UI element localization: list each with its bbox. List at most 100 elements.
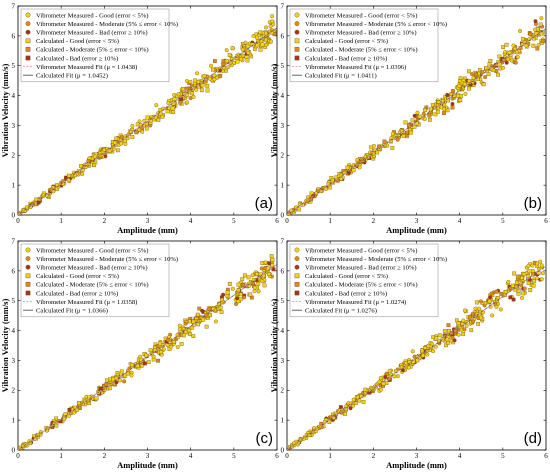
data-point: [267, 261, 272, 266]
chart-panel-a: 0 1 2 3 4 5 6 0 1 2 3 4 5 6 7 Amplitude (mm) Vibration V…: [0, 2, 279, 235]
y-tick-label: 7: [281, 237, 285, 245]
data-point: [218, 305, 223, 310]
data-point: [518, 28, 523, 33]
x-tick-label: 6: [544, 217, 548, 225]
data-point: [435, 109, 440, 114]
legend-marker-circle: [294, 21, 300, 26]
y-tick-label: 1: [281, 417, 285, 425]
legend-label-text: Calculated - Bad (error ≥ 10%): [36, 55, 118, 62]
data-point: [371, 143, 376, 148]
data-point: [235, 59, 240, 64]
data-point: [204, 324, 209, 329]
data-point: [533, 27, 538, 32]
data-point: [297, 207, 301, 212]
data-point: [263, 260, 268, 265]
legend-marker-square: [25, 290, 31, 296]
x-axis-label: Amplitude (mm): [386, 225, 447, 235]
data-point: [469, 328, 474, 333]
legend-marker-square: [294, 290, 300, 296]
data-point: [260, 261, 265, 265]
x-tick-label: 4: [458, 217, 462, 225]
data-point: [201, 317, 206, 322]
data-point: [535, 261, 540, 266]
data-point: [509, 58, 514, 63]
data-point: [489, 291, 494, 296]
data-point: [442, 111, 446, 115]
data-point: [458, 98, 463, 103]
x-tick-label: 3: [146, 217, 150, 225]
data-point: [243, 273, 247, 278]
data-point: [532, 279, 536, 284]
data-point: [501, 65, 505, 70]
data-point: [183, 321, 188, 326]
legend-marker-circle: [294, 29, 300, 35]
data-point: [385, 371, 389, 376]
x-tick-label: 1: [328, 217, 332, 225]
data-point: [129, 373, 134, 378]
measured-fit-line: [287, 28, 546, 215]
data-point: [236, 299, 241, 304]
data-point: [494, 304, 499, 309]
legend-label-text: Vibrometer Measured - Good (error < 5%): [36, 12, 148, 19]
data-point: [451, 89, 455, 93]
legend-label: Calculated Fit (μ = 1.0366): [36, 308, 108, 315]
data-point: [478, 315, 483, 320]
data-point: [499, 291, 504, 296]
legend-box: [289, 8, 439, 83]
legend-label: Calculated - Moderate (5% ≤ error < 10%): [36, 282, 149, 289]
legend-label: Calculated - Bad (error ≥ 10%): [36, 290, 118, 297]
data-point: [412, 124, 417, 129]
y-tick-label: 1: [12, 182, 16, 190]
legend-label-text: Vibrometer Measured - Moderate (5% ≤ err…: [305, 21, 447, 28]
data-point: [178, 100, 183, 105]
y-axis-label: Vibration Velocity (mm/s): [0, 64, 10, 158]
legend-marker-square: [25, 273, 31, 279]
data-point: [224, 58, 229, 63]
y-tick-label: 2: [12, 152, 16, 160]
data-point: [481, 82, 486, 87]
data-point: [241, 283, 245, 287]
data-point: [406, 365, 411, 370]
data-point: [144, 353, 149, 358]
data-point: [430, 103, 435, 108]
data-point: [405, 130, 410, 135]
data-point: [243, 40, 248, 45]
data-point: [177, 327, 182, 331]
y-tick-label: 2: [281, 152, 285, 160]
data-point: [92, 163, 97, 167]
chart-panel-c: 0 1 2 3 4 5 6 0 1 2 3 4 5 6 7 Amplitude (mm) Vibration V…: [0, 237, 279, 470]
y-tick-label: 3: [281, 122, 285, 130]
x-tick-label: 6: [275, 452, 279, 460]
data-point: [236, 282, 241, 287]
data-point: [205, 83, 210, 88]
legend-label: Vibrometer Measured - Moderate (5% ≤ err…: [305, 256, 447, 263]
data-point: [390, 146, 395, 150]
data-point: [351, 168, 356, 173]
data-point: [423, 345, 427, 350]
data-point: [218, 74, 223, 78]
legend-marker-square: [294, 47, 300, 52]
data-point: [230, 46, 235, 51]
data-point: [462, 327, 467, 332]
legend-label: Vibrometer Measured - Bad (error ≥ 10%): [305, 30, 417, 37]
data-point: [531, 283, 536, 288]
data-point: [166, 337, 171, 342]
legend-label: Calculated - Good (error < 5%): [305, 273, 388, 280]
data-point: [182, 333, 186, 338]
data-point: [224, 68, 228, 73]
legend-label-text: Calculated - Bad (error ≥ 10%): [305, 290, 387, 297]
data-point: [453, 329, 458, 333]
x-axis-label: Amplitude (mm): [117, 460, 178, 470]
data-point: [188, 79, 193, 84]
x-tick-label: 4: [189, 217, 193, 225]
data-point: [533, 19, 538, 24]
data-point: [271, 267, 276, 272]
data-point: [477, 306, 482, 311]
data-point: [415, 358, 420, 363]
data-point: [521, 291, 526, 296]
data-point: [195, 312, 200, 317]
y-tick-label: 0: [12, 211, 16, 219]
data-point: [483, 75, 488, 80]
y-tick-label: 1: [281, 182, 285, 190]
